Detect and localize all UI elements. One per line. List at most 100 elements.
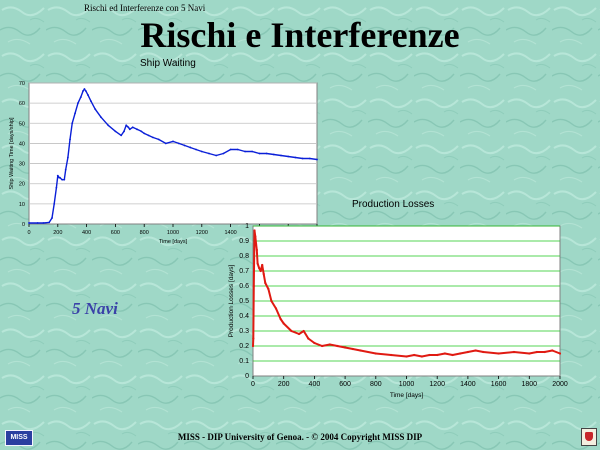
- data-point: [301, 157, 304, 160]
- data-point: [551, 349, 554, 352]
- x-tick-label: 400: [82, 230, 91, 236]
- chart1-title: Ship Waiting: [140, 58, 196, 69]
- data-point: [290, 329, 293, 333]
- y-axis-label: Ship Waiting Time [days/ship]: [9, 117, 15, 189]
- data-point: [56, 174, 59, 177]
- data-point: [79, 96, 82, 98]
- data-point: [528, 352, 531, 355]
- data-point: [82, 90, 84, 92]
- y-tick-label: 0.9: [239, 238, 249, 245]
- data-point: [61, 178, 64, 181]
- data-point: [253, 229, 256, 232]
- data-point: [77, 102, 79, 105]
- chart2-title: Production Losses: [352, 199, 435, 210]
- data-point: [256, 262, 259, 265]
- data-point: [459, 352, 462, 355]
- data-point: [262, 272, 265, 276]
- x-tick-label: 1600: [491, 381, 507, 388]
- data-point: [265, 152, 268, 155]
- x-tick-label: 1400: [460, 381, 476, 388]
- data-point: [143, 132, 146, 135]
- data-point: [42, 222, 45, 224]
- x-tick-label: 0: [27, 230, 30, 236]
- data-point: [436, 353, 439, 357]
- data-point: [64, 168, 67, 171]
- data-point: [151, 136, 154, 139]
- data-point: [90, 100, 92, 103]
- data-point: [558, 352, 562, 355]
- data-point: [474, 349, 477, 352]
- data-point: [208, 152, 210, 155]
- data-point: [328, 343, 331, 346]
- data-point: [252, 284, 255, 288]
- y-tick-label: 40: [19, 141, 25, 147]
- data-point: [66, 156, 69, 159]
- data-point: [74, 112, 76, 115]
- data-point: [307, 337, 310, 340]
- data-point: [107, 124, 110, 127]
- data-point: [255, 248, 258, 252]
- y-tick-label: 20: [19, 182, 25, 188]
- data-point: [53, 202, 56, 205]
- data-point: [69, 138, 71, 141]
- y-tick-label: 0.3: [239, 328, 249, 335]
- data-point: [390, 353, 393, 357]
- data-point: [287, 155, 290, 158]
- data-point: [83, 88, 86, 90]
- data-point: [36, 222, 39, 224]
- data-point: [131, 126, 134, 129]
- data-point: [259, 269, 262, 273]
- data-point: [258, 266, 261, 270]
- data-point: [48, 221, 51, 224]
- data-point: [413, 353, 416, 357]
- x-axis-label: Time [days]: [390, 392, 424, 399]
- data-point: [535, 350, 539, 354]
- data-point: [51, 217, 53, 219]
- x-tick-label: 1800: [522, 381, 538, 388]
- data-point: [270, 299, 273, 303]
- data-point: [189, 146, 192, 149]
- x-axis-label: Time [days]: [159, 239, 188, 245]
- data-point: [282, 322, 285, 325]
- data-point: [279, 317, 282, 321]
- data-point: [94, 108, 97, 111]
- y-tick-label: 0: [22, 222, 25, 228]
- y-tick-label: 60: [19, 101, 25, 107]
- data-point: [274, 307, 278, 310]
- data-point: [428, 353, 431, 357]
- data-point: [87, 94, 89, 96]
- data-point: [294, 156, 297, 159]
- data-point: [177, 142, 180, 145]
- data-point: [71, 122, 74, 125]
- data-point: [254, 242, 258, 246]
- slide-title: Rischi e Interferenze: [140, 15, 460, 55]
- x-tick-label: 800: [140, 230, 149, 236]
- y-tick-label: 30: [19, 162, 25, 168]
- data-point: [405, 355, 408, 358]
- data-point: [63, 178, 66, 181]
- data-point: [320, 344, 324, 348]
- x-tick-label: 0: [251, 381, 255, 388]
- data-point: [28, 222, 30, 224]
- x-tick-label: 600: [339, 381, 351, 388]
- x-tick-label: 200: [53, 230, 62, 236]
- data-point: [157, 138, 160, 141]
- x-tick-label: 400: [309, 381, 321, 388]
- data-point: [543, 350, 546, 354]
- data-point: [55, 186, 58, 189]
- data-point: [254, 235, 257, 238]
- data-point: [215, 154, 218, 157]
- data-point: [123, 130, 125, 133]
- university-crest-icon: [581, 428, 597, 446]
- footer-text: MISS - DIP University of Genoa. - © 2004…: [177, 432, 423, 442]
- data-point: [147, 134, 150, 137]
- data-point: [451, 353, 454, 357]
- data-point: [344, 346, 347, 349]
- x-tick-label: 1400: [224, 230, 236, 236]
- data-point: [252, 337, 255, 340]
- y-tick-label: 0.5: [239, 298, 249, 305]
- data-point: [251, 344, 255, 348]
